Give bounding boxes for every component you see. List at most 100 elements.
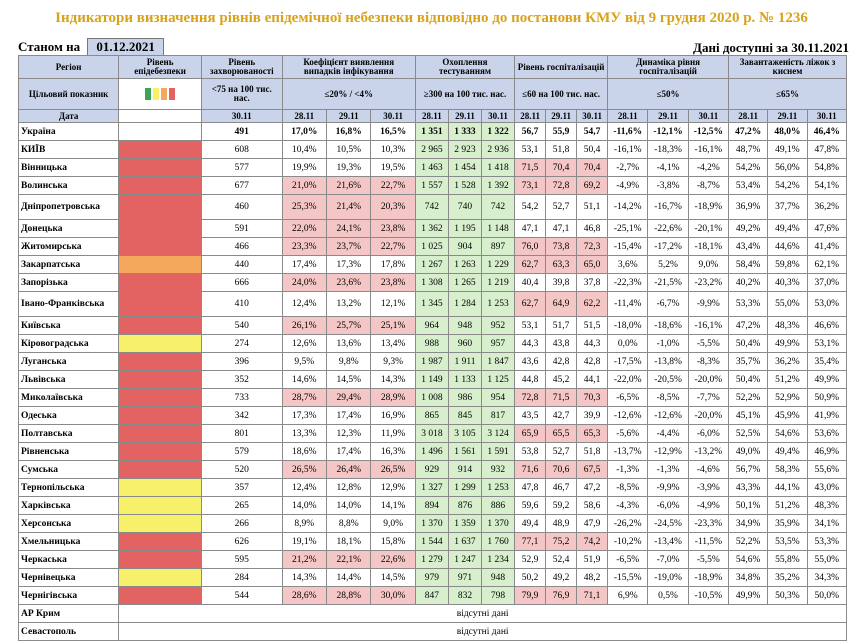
testing-cell: 1 345 xyxy=(414,291,449,317)
hdr-date: 28.11 xyxy=(281,109,328,123)
table-row: Чернігівська 544 28,6% 28,8% 30,0% 847 832 798 7… xyxy=(17,586,848,605)
morbidity-cell: 733 xyxy=(200,388,283,407)
hosp-cell: 52,9 xyxy=(514,550,547,569)
testing-cell: 1 284 xyxy=(447,291,483,317)
dyn-cell: -10,2% xyxy=(607,532,649,551)
testing-cell: 932 xyxy=(481,460,516,479)
detection-cell: 13,4% xyxy=(370,334,416,353)
detection-cell: 12,9% xyxy=(370,478,416,497)
hosp-cell: 44,3 xyxy=(514,334,547,353)
testing-cell: 1 008 xyxy=(414,388,449,407)
region-name: Хмельницька xyxy=(17,532,120,551)
beds-cell: 46,4% xyxy=(806,122,848,141)
detection-cell: 19,3% xyxy=(326,158,372,177)
testing-cell: 1 418 xyxy=(481,158,516,177)
testing-cell: 1 392 xyxy=(481,176,516,195)
detection-cell: 30,0% xyxy=(370,586,416,605)
page-title: Індикатори визначення рівнів епідемічної… xyxy=(55,10,808,26)
detection-cell: 16,5% xyxy=(370,122,416,141)
testing-cell: 1 987 xyxy=(414,352,449,371)
hosp-cell: 52,4 xyxy=(545,550,578,569)
level-cell xyxy=(118,532,202,551)
beds-cell: 54,6% xyxy=(767,424,808,443)
hosp-cell: 75,2 xyxy=(545,532,578,551)
hdr-testing-target: ≥300 на 100 тис. нас. xyxy=(414,78,516,110)
level-cell xyxy=(118,460,202,479)
dyn-cell: -18,0% xyxy=(607,316,649,335)
detection-cell: 22,7% xyxy=(370,237,416,256)
available-label: Дані доступні за 30.11.2021 xyxy=(693,40,849,55)
dyn-cell: -13,7% xyxy=(607,442,649,461)
beds-cell: 48,0% xyxy=(767,122,808,141)
testing-cell: 1 265 xyxy=(447,273,483,292)
hosp-cell: 49,2 xyxy=(545,568,578,587)
dyn-cell: -10,5% xyxy=(687,586,730,605)
dyn-cell: -9,9% xyxy=(647,478,689,497)
detection-cell: 20,3% xyxy=(370,194,416,220)
hdr-date: 28.11 xyxy=(728,109,769,123)
testing-cell: 742 xyxy=(414,194,449,220)
beds-cell: 40,2% xyxy=(728,273,769,292)
detection-cell: 8,9% xyxy=(281,514,328,533)
hosp-cell: 51,5 xyxy=(576,316,609,335)
hosp-cell: 47,8 xyxy=(514,478,547,497)
dyn-cell: 9,0% xyxy=(687,255,730,274)
hosp-cell: 62,2 xyxy=(576,291,609,317)
beds-cell: 34,3% xyxy=(806,568,848,587)
dyn-cell: -4,3% xyxy=(607,496,649,515)
table-row: Одеська 342 17,3% 17,4% 16,9% 865 845 817 43,5 42… xyxy=(17,406,848,425)
detection-cell: 25,7% xyxy=(326,316,372,335)
dyn-cell: -8,3% xyxy=(687,352,730,371)
legend-orange xyxy=(161,88,168,100)
hosp-cell: 39,9 xyxy=(576,406,609,425)
region-name: Сумська xyxy=(17,460,120,479)
dyn-cell: -20,5% xyxy=(647,370,689,389)
hdr-date: 29.11 xyxy=(326,109,372,123)
region-name: Вінницька xyxy=(17,158,120,177)
region-name: Україна xyxy=(17,122,120,141)
region-name: Тернопільська xyxy=(17,478,120,497)
hdr-date: 28.11 xyxy=(607,109,649,123)
dyn-cell: -9,9% xyxy=(687,291,730,317)
testing-cell: 1 362 xyxy=(414,219,449,238)
testing-cell: 960 xyxy=(447,334,483,353)
hdr-date: 29.11 xyxy=(447,109,483,123)
hosp-cell: 50,2 xyxy=(514,568,547,587)
beds-cell: 54,6% xyxy=(728,550,769,569)
detection-cell: 29,4% xyxy=(326,388,372,407)
hosp-cell: 65,0 xyxy=(576,255,609,274)
dyn-cell: -8,7% xyxy=(687,176,730,195)
legend-red xyxy=(169,88,176,100)
table-row: Миколаївська 733 28,7% 29,4% 28,9% 1 008 986 95… xyxy=(17,388,848,407)
detection-cell: 26,1% xyxy=(281,316,328,335)
morbidity-cell: 801 xyxy=(200,424,283,443)
level-cell xyxy=(118,568,202,587)
dyn-cell: -4,2% xyxy=(687,158,730,177)
missing-row: Севастополь відсутні дані xyxy=(17,622,847,641)
dyn-cell: -8,5% xyxy=(607,478,649,497)
hosp-cell: 71,1 xyxy=(576,586,609,605)
hosp-cell: 67,5 xyxy=(576,460,609,479)
hosp-cell: 73,8 xyxy=(545,237,578,256)
testing-cell: 1 911 xyxy=(447,352,483,371)
detection-cell: 17,3% xyxy=(326,255,372,274)
table-row: Донецька 591 22,0% 24,1% 23,8% 1 362 1 195 1 14… xyxy=(17,219,848,238)
region-name: Дніпропетровська xyxy=(17,194,120,220)
dyn-cell: -3,8% xyxy=(647,176,689,195)
detection-cell: 9,3% xyxy=(370,352,416,371)
detection-cell: 10,5% xyxy=(326,140,372,159)
beds-cell: 53,0% xyxy=(806,291,848,317)
beds-cell: 54,8% xyxy=(806,158,848,177)
beds-cell: 47,8% xyxy=(806,140,848,159)
hosp-cell: 42,7 xyxy=(545,406,578,425)
detection-cell: 12,4% xyxy=(281,478,328,497)
detection-cell: 14,6% xyxy=(281,370,328,389)
detection-cell: 16,9% xyxy=(370,406,416,425)
morbidity-cell: 540 xyxy=(200,316,283,335)
table-row: Рівненська 579 18,6% 17,4% 16,3% 1 496 1 561 1 … xyxy=(17,442,848,461)
dyn-cell: -15,5% xyxy=(607,568,649,587)
detection-cell: 28,6% xyxy=(281,586,328,605)
detection-cell: 19,9% xyxy=(281,158,328,177)
level-cell xyxy=(118,273,202,292)
testing-cell: 1 267 xyxy=(414,255,449,274)
